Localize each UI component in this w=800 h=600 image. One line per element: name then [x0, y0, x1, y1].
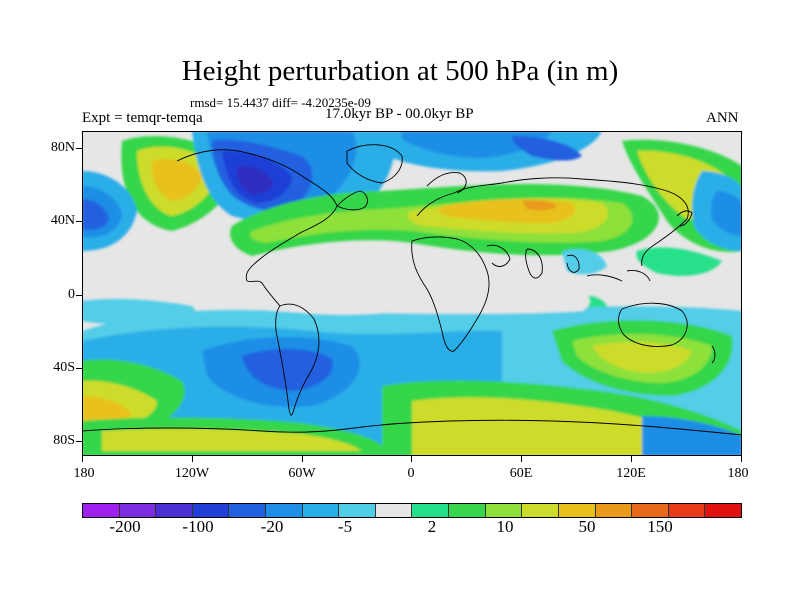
- y-tick: [76, 368, 82, 369]
- x-tick: [631, 456, 632, 462]
- colorbar-segment: [156, 504, 193, 517]
- y-tick: [76, 148, 82, 149]
- y-tick-label: 40N: [50, 213, 75, 228]
- colorbar: [82, 503, 742, 518]
- experiment-label: Expt = temqr-temqa: [82, 110, 203, 126]
- colorbar-segment: [705, 504, 741, 517]
- x-tick-label: 120E: [616, 466, 646, 481]
- colorbar-segment: [229, 504, 267, 517]
- colorbar-label: 2: [427, 517, 437, 536]
- colorbar-segment: [632, 504, 669, 517]
- colorbar-label: 10: [496, 517, 514, 536]
- stats-line: rmsd= 15.4437 diff= -4.20235e-09: [190, 95, 371, 110]
- perturbation-field: [82, 131, 742, 456]
- x-tick-label: 180: [73, 466, 95, 481]
- colorbar-label: -5: [337, 517, 353, 536]
- y-tick: [76, 221, 82, 222]
- map-plot-area: [82, 131, 742, 456]
- y-tick: [76, 295, 82, 296]
- colorbar-segment: [449, 504, 486, 517]
- colorbar-segment: [302, 504, 340, 517]
- colorbar-segment: [83, 504, 120, 517]
- x-tick-label: 0: [407, 466, 415, 481]
- colorbar-label: 150: [647, 517, 673, 536]
- colorbar-segment: [522, 504, 559, 517]
- colorbar-label: -100: [182, 517, 214, 536]
- x-tick: [82, 456, 83, 462]
- colorbar-label: 50: [578, 517, 596, 536]
- y-tick-label: 80N: [50, 140, 75, 155]
- x-tick: [302, 456, 303, 462]
- colorbar-segment: [485, 504, 523, 517]
- x-tick: [411, 456, 412, 462]
- x-tick-label: 180: [727, 466, 749, 481]
- x-tick: [192, 456, 193, 462]
- height-field-map: [82, 131, 742, 456]
- colorbar-segment: [375, 504, 413, 517]
- period-label: 17.0kyr BP - 00.0kyr BP: [325, 106, 474, 122]
- map-title: Height perturbation at 500 hPa (in m): [181, 55, 619, 87]
- colorbar-segment: [668, 504, 706, 517]
- x-tick-label: 120W: [174, 466, 210, 481]
- x-tick: [521, 456, 522, 462]
- y-tick: [76, 441, 82, 442]
- x-tick-label: 60E: [509, 466, 533, 481]
- colorbar-segment: [119, 504, 157, 517]
- season-label: ANN: [706, 110, 739, 126]
- colorbar-segment: [412, 504, 450, 517]
- colorbar-label: -20: [260, 517, 284, 536]
- colorbar-segment: [266, 504, 303, 517]
- x-tick: [741, 456, 742, 462]
- colorbar-segment: [595, 504, 633, 517]
- x-tick-label: 60W: [288, 466, 316, 481]
- y-tick-label: 40S: [53, 360, 75, 375]
- colorbar-segment: [192, 504, 230, 517]
- colorbar-segment: [339, 504, 376, 517]
- colorbar-label: -200: [109, 517, 141, 536]
- colorbar-segment: [558, 504, 596, 517]
- y-tick-label: 80S: [53, 433, 75, 448]
- coastlines: [82, 144, 742, 436]
- y-tick-label: 0: [68, 287, 75, 302]
